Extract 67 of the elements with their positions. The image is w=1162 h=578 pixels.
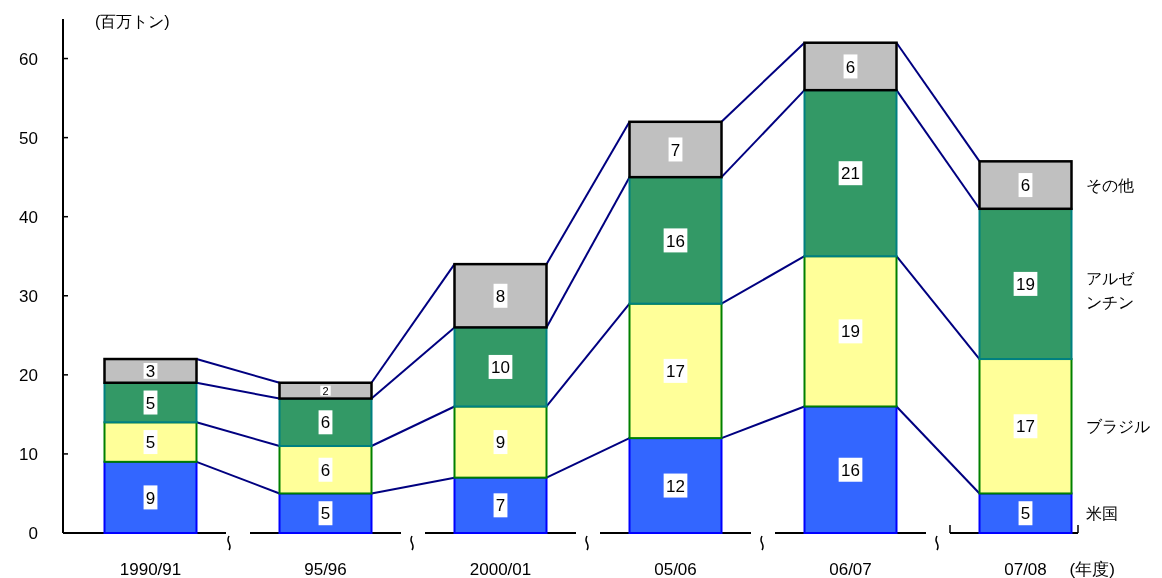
x-tick-label: 1990/91: [119, 560, 182, 578]
data-label: 6: [845, 57, 856, 77]
bar: [628, 437, 723, 534]
bar: [453, 405, 548, 479]
data-label: 5: [1020, 504, 1031, 524]
data-label: 8: [495, 286, 506, 306]
y-tick-label: 0: [28, 524, 38, 543]
bar: [453, 326, 548, 408]
data-label: 19: [841, 322, 860, 342]
data-label: 2: [322, 384, 329, 397]
data-label: 16: [666, 231, 685, 251]
series-label: アルゼンチン: [1085, 269, 1135, 311]
data-label: 19: [1016, 275, 1035, 295]
x-tick-label: 95/96: [304, 560, 347, 578]
y-tick-label: 30: [19, 286, 38, 306]
data-label: 5: [145, 393, 156, 413]
y-tick-label: 40: [19, 207, 38, 227]
bar: [453, 262, 548, 329]
bar: [278, 397, 373, 448]
bar: [978, 358, 1073, 495]
data-label: 17: [1016, 417, 1035, 437]
bar: [628, 120, 723, 179]
bar: [103, 460, 198, 534]
data-label: 6: [320, 460, 331, 480]
bar: [278, 381, 373, 400]
data-label: 17: [666, 362, 685, 382]
series-label: その他: [1085, 177, 1134, 195]
data-label: 7: [495, 496, 506, 516]
data-label: 6: [320, 413, 331, 433]
bar: [103, 357, 198, 384]
bar: [803, 405, 898, 534]
data-label: 5: [145, 433, 156, 453]
data-label: 9: [145, 488, 156, 508]
x-tick-label: 06/07: [829, 560, 872, 578]
data-label: 12: [666, 476, 685, 496]
series-label: ブラジル: [1085, 418, 1150, 436]
x-tick-label: 05/06: [654, 560, 697, 578]
bar: [978, 207, 1073, 361]
data-label: 9: [495, 433, 506, 453]
bar: [628, 302, 723, 440]
bar: [803, 41, 898, 92]
x-tick-label: 2000/01: [469, 560, 532, 578]
data-label: 21: [841, 164, 860, 184]
data-label: 3: [145, 362, 156, 382]
bar: [803, 255, 898, 408]
bar: [453, 476, 548, 534]
bar: [103, 381, 198, 424]
bar: [628, 176, 723, 305]
bar: [978, 492, 1073, 534]
bar: [278, 492, 373, 534]
y-tick-label: 10: [19, 444, 38, 464]
y-tick-label: 60: [19, 49, 38, 69]
x-axis-title: (年度): [1069, 560, 1115, 578]
bar: [803, 89, 898, 258]
bar: [278, 445, 373, 495]
data-label: 7: [670, 140, 681, 160]
bar: [978, 160, 1073, 211]
data-label: 16: [841, 460, 860, 480]
series-label: 米国: [1085, 505, 1118, 523]
data-label: 5: [320, 504, 331, 524]
data-label: 10: [491, 358, 510, 378]
bar: [103, 421, 198, 463]
x-tick-label: 07/08: [1004, 560, 1047, 578]
y-tick-label: 50: [19, 128, 38, 148]
y-tick-label: 20: [19, 365, 38, 385]
y-axis-title: (百万トン): [95, 13, 170, 30]
data-label: 6: [1020, 176, 1031, 196]
